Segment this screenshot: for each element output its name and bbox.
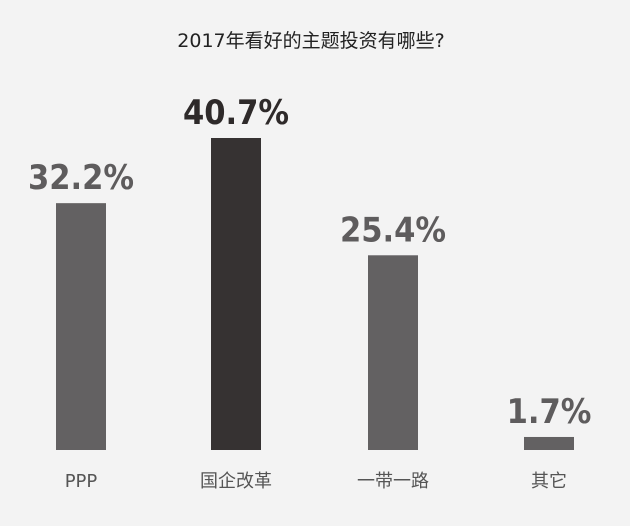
category-label-2: 国企改革: [200, 471, 272, 492]
chart-marks: 32.2% PPP 40.7% 国企改革 25.4% 一带一路 1.7% 其它: [28, 93, 591, 492]
category-label-3: 一带一路: [357, 471, 429, 492]
value-label-4: 1.7%: [507, 392, 592, 432]
value-label-2: 40.7%: [183, 93, 289, 133]
value-label-3: 25.4%: [340, 210, 446, 250]
bar-1: [56, 203, 106, 450]
bar-2: [211, 138, 261, 450]
category-label-4: 其它: [531, 471, 567, 492]
value-label-1: 32.2%: [28, 158, 134, 198]
bar-3: [368, 255, 418, 450]
bar-4: [524, 436, 574, 450]
category-label-1: PPP: [65, 471, 98, 492]
chart-title: 2017年看好的主题投资有哪些?: [177, 30, 444, 52]
